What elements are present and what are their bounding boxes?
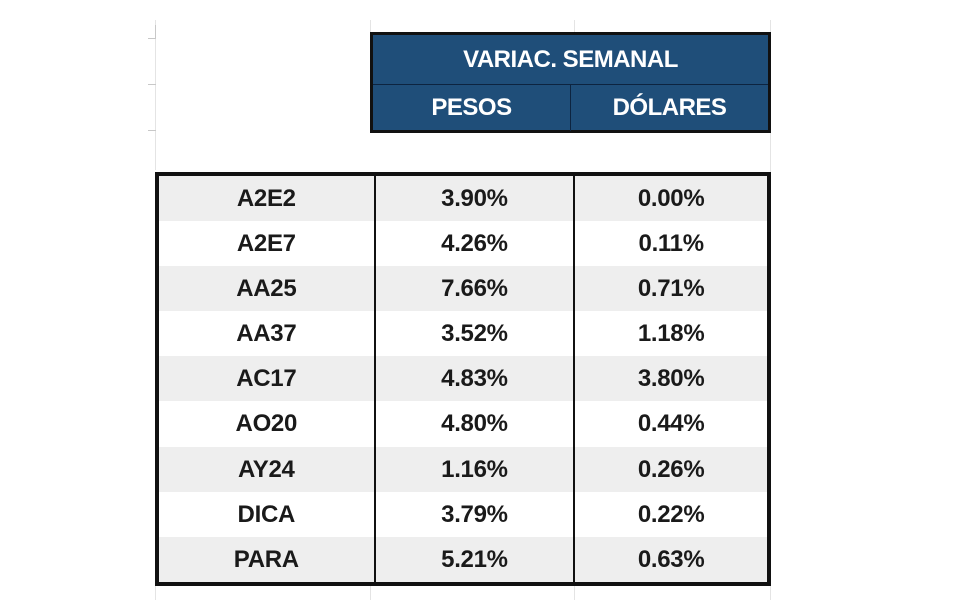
pesos-cell: 1.16% [373,446,574,492]
ticker-cell: AA25 [236,275,297,303]
sheet-gridline [574,20,575,32]
ticker-cell: A2E2 [236,185,296,212]
ticker-cell: AY24 [237,455,295,483]
table-row: AO20 4.80% 0.44% [159,401,767,447]
table-row: A2E7 4.26% 0.11% [159,221,767,267]
weekly-variation-header: VARIAC. SEMANAL PESOS DÓLARES [370,32,771,133]
dolares-cell: 0.44% [573,401,767,447]
sheet-gridline [770,133,771,172]
column-header-dolares: DÓLARES [570,85,768,131]
sheet-gridline [155,586,156,600]
pesos-cell: 3.90% [373,176,574,222]
sheet-gridline [148,38,156,39]
table-row: AA37 3.52% 1.18% [159,311,767,357]
sheet-gridline [155,25,156,39]
sheet-gridline [148,84,156,85]
pesos-cell: 3.52% [373,311,574,357]
dolares-cell: 0.71% [573,266,767,312]
dolares-cell: 0.26% [573,446,767,492]
header-subcolumns: PESOS DÓLARES [373,85,768,131]
dolares-cell: 0.11% [573,221,767,267]
dolares-cell: 0.00% [573,176,767,222]
column-header-pesos: PESOS [431,94,512,121]
sheet-gridline [370,20,371,32]
table-row: AY24 1.16% 0.26% [159,446,767,492]
ticker-cell: AC17 [236,365,297,393]
header-title: VARIAC. SEMANAL [373,35,768,85]
dolares-cell: 0.22% [573,491,767,537]
ticker-cell: A2E7 [236,230,296,258]
sheet-gridline [370,586,371,600]
table-row: AA25 7.66% 0.71% [159,266,767,312]
pesos-cell: 4.83% [373,356,574,402]
ticker-cell: AO20 [235,410,298,438]
pesos-cell: 5.21% [373,536,574,582]
pesos-cell: 4.26% [373,221,574,267]
sheet-gridline [148,130,156,131]
ticker-cell: DICA [237,500,296,528]
table-row: A2E2 3.90% 0.00% [159,176,767,222]
bond-variation-table: A2E2 3.90% 0.00% A2E7 4.26% 0.11% AA25 7… [155,172,771,586]
table-row: PARA 5.21% 0.63% [159,536,767,582]
pesos-cell: 7.66% [373,266,574,312]
dolares-cell: 1.18% [573,311,767,357]
ticker-cell: PARA [233,545,299,573]
dolares-cell: 0.63% [573,536,767,582]
table-row: DICA 3.79% 0.22% [159,491,767,537]
sheet-gridline [155,20,156,170]
sheet-gridline [770,586,771,600]
sheet-gridline [770,20,771,32]
pesos-cell: 4.80% [373,401,574,447]
pesos-cell: 3.79% [373,491,574,537]
dolares-cell: 3.80% [573,356,767,402]
table-row: AC17 4.83% 3.80% [159,356,767,402]
ticker-cell: AA37 [236,320,297,348]
sheet-gridline [574,586,575,600]
